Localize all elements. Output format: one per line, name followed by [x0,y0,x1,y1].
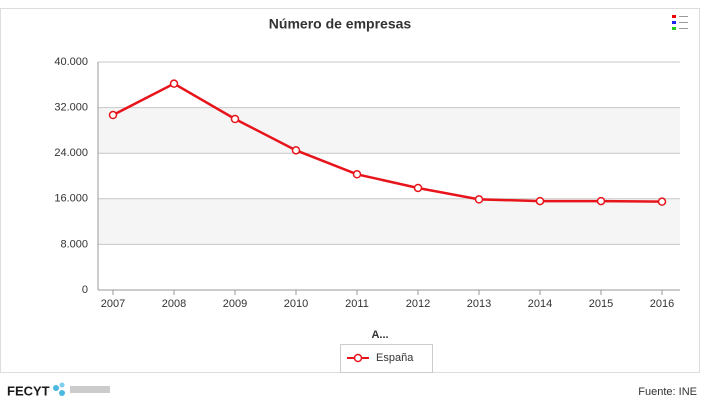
x-tick-label: 2015 [589,298,613,310]
y-tick-label: 32.000 [54,102,88,114]
legend-marker [353,353,363,363]
menu-icon[interactable] [672,15,688,30]
data-point [108,110,118,120]
logo-text: FECYT [7,383,50,398]
source-text: Fuente: INE [638,386,697,398]
data-point [169,79,179,88]
logo-dot [53,385,59,391]
logo-icon [53,382,110,396]
x-tick-label: 2016 [650,298,674,310]
plot-band [98,198,680,245]
legend-label[interactable]: España [376,352,414,364]
x-tick-label: 2009 [223,298,247,310]
plot-band [98,107,680,154]
logo-text-block [70,386,110,393]
data-point [596,196,606,206]
data-point [535,196,545,206]
menu-icon-part [672,15,676,18]
chart-frame [0,8,700,373]
menu-icon-part [672,27,676,30]
series-line [112,82,663,203]
x-tick-label: 2011 [345,298,369,310]
data-point [230,114,240,124]
chart-title: Número de empresas [269,16,412,32]
logo-dot [59,382,65,388]
y-tick-label: 16.000 [54,193,88,205]
x-tick-label: 2013 [467,298,491,310]
x-tick-label: 2014 [528,298,552,310]
y-tick-label: 0 [82,284,88,296]
data-point [291,146,301,155]
menu-icon-part [672,21,676,24]
data-point [474,195,484,204]
x-tick-label: 2010 [284,298,308,310]
y-tick-label: 8.000 [60,238,88,250]
logo-dot [59,390,65,396]
y-tick-label: 40.000 [54,56,88,68]
data-point [352,170,362,179]
x-axis-label: A... [371,329,388,341]
y-tick-label: 24.000 [54,147,88,159]
x-tick-label: 2012 [406,298,430,310]
data-point [657,197,667,206]
data-point [413,183,423,193]
x-tick-label: 2007 [101,298,125,310]
x-tick-label: 2008 [162,298,186,310]
